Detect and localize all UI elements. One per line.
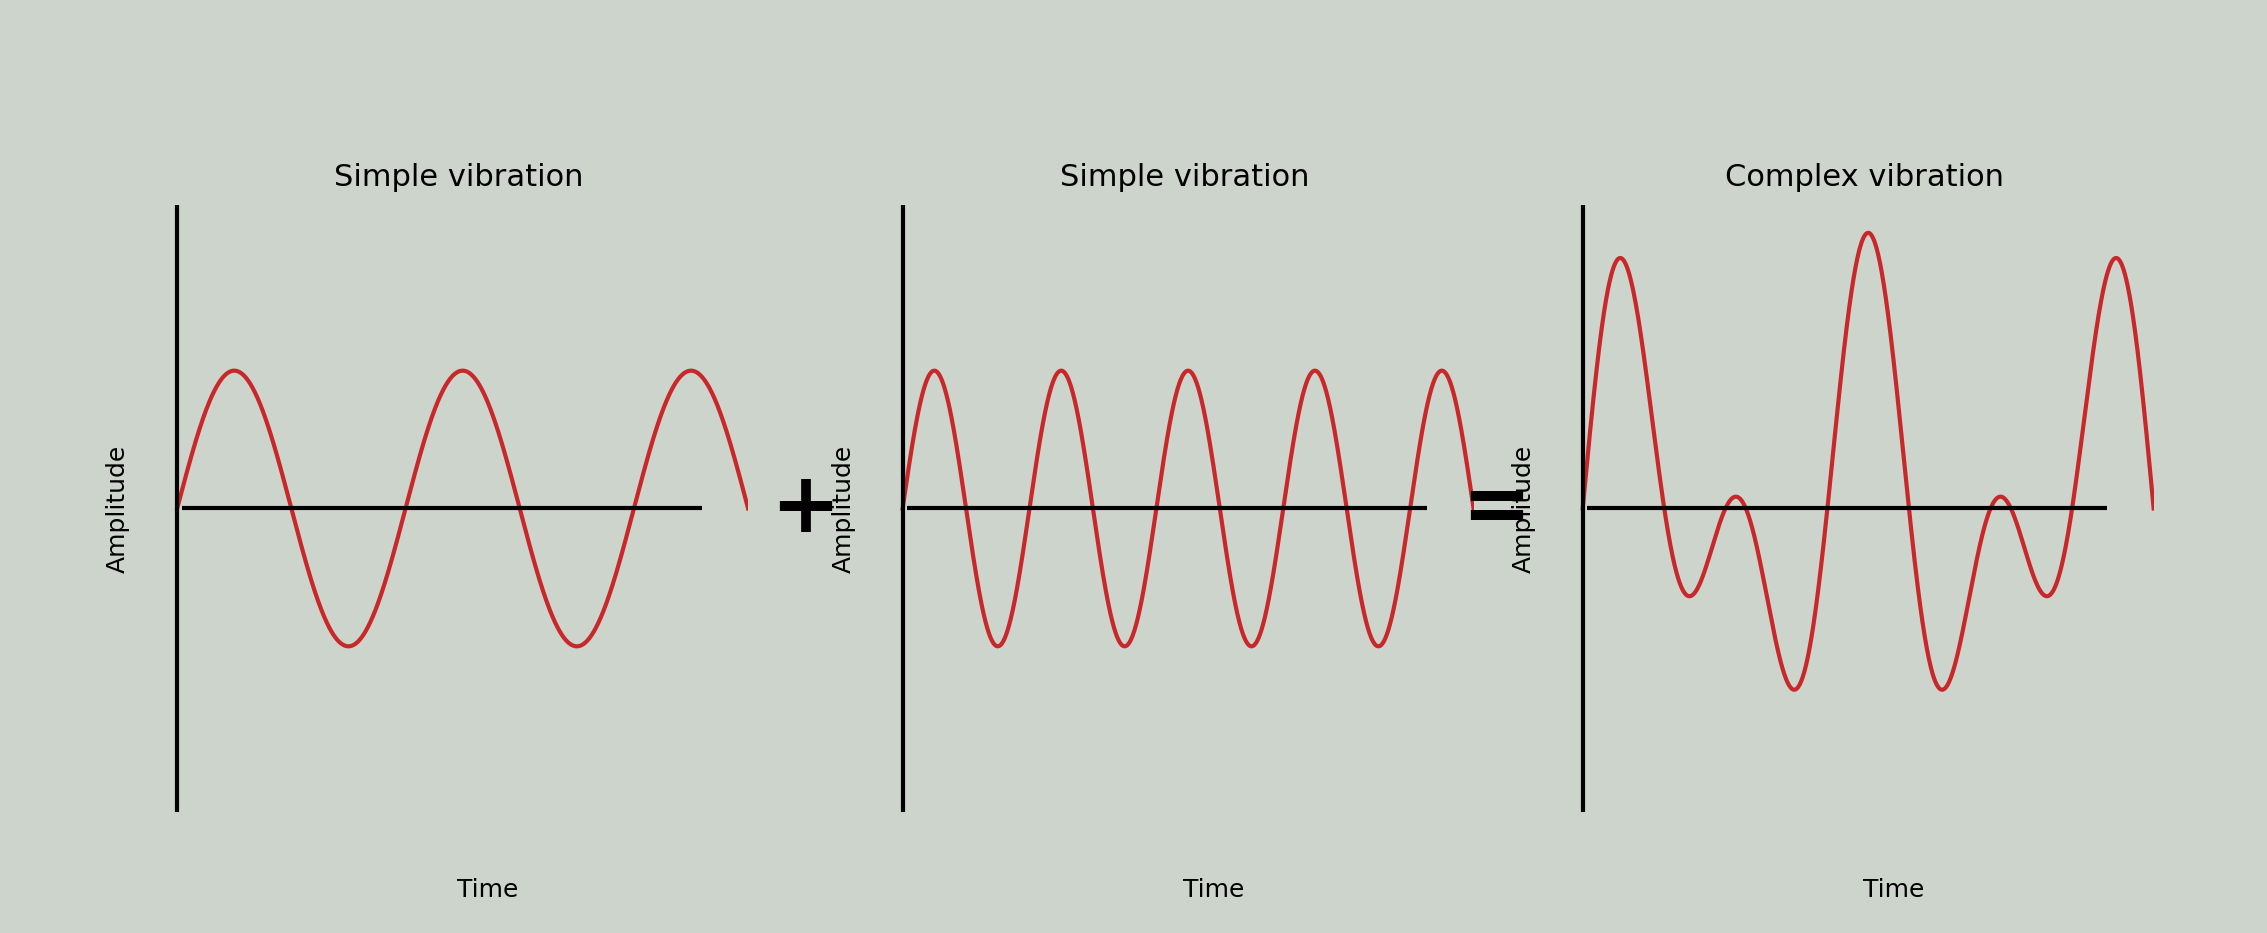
Title: Complex vibration: Complex vibration bbox=[1725, 163, 2004, 192]
Text: Time: Time bbox=[458, 879, 519, 902]
Text: Amplitude: Amplitude bbox=[1512, 444, 1535, 573]
Text: +: + bbox=[771, 468, 839, 549]
Title: Simple vibration: Simple vibration bbox=[1059, 163, 1310, 192]
Text: Amplitude: Amplitude bbox=[107, 444, 129, 573]
Text: Time: Time bbox=[1863, 879, 1925, 902]
Title: Simple vibration: Simple vibration bbox=[333, 163, 585, 192]
Text: =: = bbox=[1462, 468, 1530, 549]
Text: Amplitude: Amplitude bbox=[832, 444, 855, 573]
Text: Time: Time bbox=[1183, 879, 1245, 902]
